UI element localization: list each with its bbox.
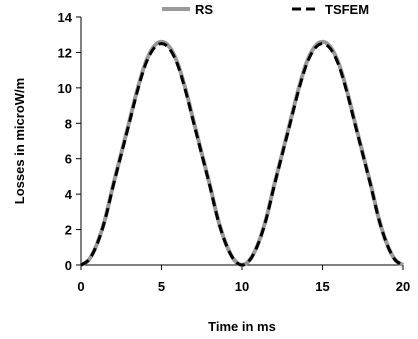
series-line-rs bbox=[79, 39, 405, 268]
y-tick-label: 12 bbox=[58, 45, 72, 60]
legend-label-tsfem: TSFEM bbox=[325, 2, 369, 17]
y-tick-label: 10 bbox=[58, 81, 72, 96]
series-line-tsfem bbox=[80, 42, 404, 267]
y-tick-label: 0 bbox=[65, 258, 72, 273]
y-tick-label: 6 bbox=[65, 152, 72, 167]
legend: RS TSFEM bbox=[162, 2, 369, 17]
x-tick-label: 15 bbox=[315, 279, 329, 294]
series-layer bbox=[79, 39, 405, 268]
y-tick-label: 14 bbox=[58, 10, 73, 25]
y-tick-label: 8 bbox=[65, 116, 72, 131]
x-tick-label: 0 bbox=[77, 279, 84, 294]
x-axis-title: Time in ms bbox=[208, 319, 276, 334]
axes: 0 2 4 6 8 10 12 14 0 5 10 15 20 bbox=[58, 10, 411, 294]
x-tick-label: 20 bbox=[396, 279, 410, 294]
y-tick-label: 4 bbox=[65, 187, 73, 202]
x-tick-label: 10 bbox=[235, 279, 249, 294]
y-tick-label: 2 bbox=[65, 223, 72, 238]
legend-label-rs: RS bbox=[195, 2, 213, 17]
x-tick-label: 5 bbox=[158, 279, 165, 294]
y-axis-title: Losses in microW/m bbox=[12, 78, 27, 204]
